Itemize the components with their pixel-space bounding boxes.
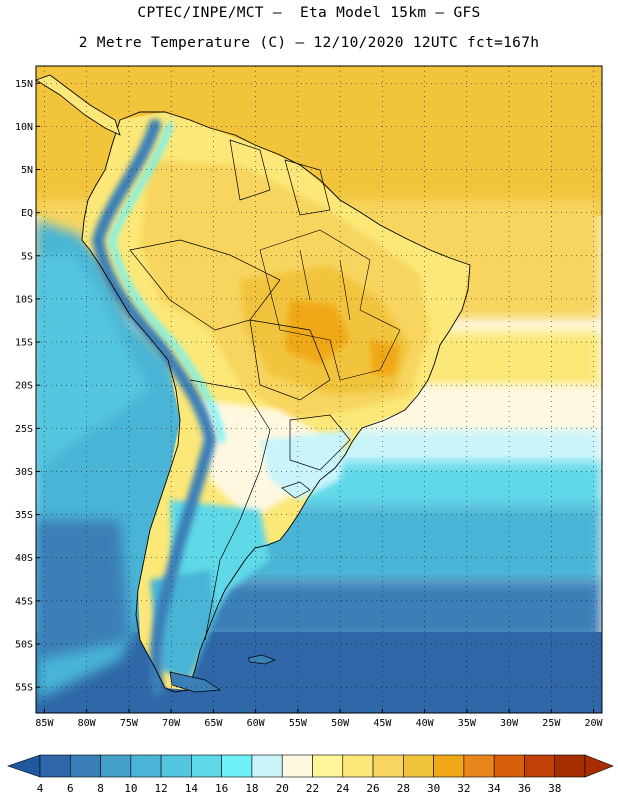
country-border-3 <box>189 379 271 641</box>
lat-tick-label: 30S <box>15 467 33 478</box>
colorbar-label: 38 <box>548 782 561 795</box>
lat-tick-label: 15S <box>15 338 33 349</box>
colorbar-swatch <box>312 754 344 778</box>
colorbar-label: 14 <box>185 782 199 795</box>
andes-cool-fringe <box>108 122 225 443</box>
country-border-6 <box>284 159 331 216</box>
colorbar-label: 16 <box>215 782 228 795</box>
colorbar-swatch <box>554 754 586 778</box>
lon-tick-label: 70W <box>162 718 181 729</box>
colorbar-over-triangle <box>584 754 614 778</box>
colorbar-swatch <box>372 754 404 778</box>
colorbar-label: 10 <box>124 782 137 795</box>
lat-tick-label: 20S <box>15 381 33 392</box>
map-frame <box>35 65 603 714</box>
map-title-line-2: 2 Metre Temperature (C) – 12/10/2020 12U… <box>78 35 540 51</box>
colorbar-label: 36 <box>518 782 531 795</box>
colorbar-swatch <box>281 754 313 778</box>
lon-tick-label: 45W <box>373 718 392 729</box>
lat-tick-label: 15N <box>15 79 33 90</box>
lon-tick-label: 50W <box>331 718 350 729</box>
colorbar-swatch <box>251 754 283 778</box>
colorbar-swatch <box>463 754 495 778</box>
colorbar-swatch <box>130 754 162 778</box>
colorbar-label: 28 <box>397 782 410 795</box>
colorbar-label: 30 <box>427 782 440 795</box>
colorbar-label: 26 <box>366 782 379 795</box>
lat-tick-label: 25S <box>15 424 33 435</box>
colorbar-swatch <box>100 754 132 778</box>
colorbar-swatch <box>403 754 434 778</box>
colorbar-swatch <box>221 754 253 778</box>
colorbar: 4 6 8 10 12 14 16 18 20 22 24 26 28 30 32 34 36 38 <box>7 754 614 795</box>
map-title-line-1: CPTEC/INPE/MCT – Eta Model 15km – GFS <box>137 5 481 21</box>
lat-tick-label: 55S <box>15 683 33 694</box>
lat-tick-label: 10S <box>15 294 33 305</box>
colorbar-swatch <box>433 754 465 778</box>
hot-core-region <box>285 300 350 365</box>
lon-tick-label: 65W <box>204 718 223 729</box>
axis-ticks: 15N 10N 5N EQ 5S 10S 15S 20S 25S 30S 35S 40S 45S 50S 5… <box>15 79 604 729</box>
colorbar-label: 20 <box>276 782 289 795</box>
hot-core-region-east <box>370 340 400 375</box>
map-field <box>36 66 602 713</box>
colorbar-swatch <box>160 754 192 778</box>
lat-tick-label: 35S <box>15 510 33 521</box>
colorbar-swatch <box>524 754 556 778</box>
lat-tick-label: 40S <box>15 553 33 564</box>
colorbar-label: 22 <box>306 782 319 795</box>
lagoa-dos-patos <box>281 481 311 499</box>
lon-tick-label: 80W <box>78 718 97 729</box>
colorbar-swatch <box>69 754 101 778</box>
pacific-deep-region <box>36 520 130 660</box>
lon-tick-label: 75W <box>120 718 139 729</box>
central-america-coast <box>36 74 121 136</box>
lon-tick-label: 60W <box>247 718 266 729</box>
brazil-state-lines <box>259 229 401 381</box>
lon-tick-label: 35W <box>458 718 477 729</box>
colorbar-label: 4 <box>37 782 44 795</box>
lat-tick-label: 50S <box>15 639 33 650</box>
colorbar-label: 12 <box>154 782 167 795</box>
country-border-1 <box>129 239 281 331</box>
lat-tick-label: 5S <box>21 251 33 262</box>
colorbar-label: 6 <box>67 782 74 795</box>
colorbar-swatch <box>39 754 71 778</box>
falkland-islands <box>247 654 276 665</box>
tierra-del-fuego <box>169 671 222 693</box>
colorbar-swatch <box>191 754 222 778</box>
lon-tick-label: 40W <box>416 718 435 729</box>
country-border-2 <box>249 319 331 401</box>
ocean-band-deep <box>36 632 602 713</box>
country-border-5 <box>229 139 271 201</box>
andes-cold-spine <box>91 119 217 696</box>
lon-tick-label: 30W <box>500 718 519 729</box>
colorbar-under-triangle <box>7 754 41 778</box>
colorbar-swatch <box>493 754 525 778</box>
country-border-4 <box>289 414 351 471</box>
colorbar-label: 8 <box>97 782 104 795</box>
lon-tick-label: 85W <box>35 718 54 729</box>
colorbar-label: 32 <box>457 782 470 795</box>
lon-tick-label: 55W <box>289 718 308 729</box>
colorbar-label: 24 <box>336 782 350 795</box>
lat-tick-label: 10N <box>15 122 33 133</box>
pacific-cool-region <box>36 250 150 470</box>
colorbar-label: 34 <box>488 782 502 795</box>
colorbar-swatch <box>342 754 374 778</box>
lat-tick-label: EQ <box>21 208 33 219</box>
lat-tick-label: 45S <box>15 596 33 607</box>
lon-tick-label: 20W <box>585 718 604 729</box>
colorbar-label: 18 <box>245 782 258 795</box>
continent-coastline <box>81 111 471 693</box>
lat-tick-label: 5N <box>21 165 33 176</box>
lon-tick-label: 25W <box>542 718 561 729</box>
